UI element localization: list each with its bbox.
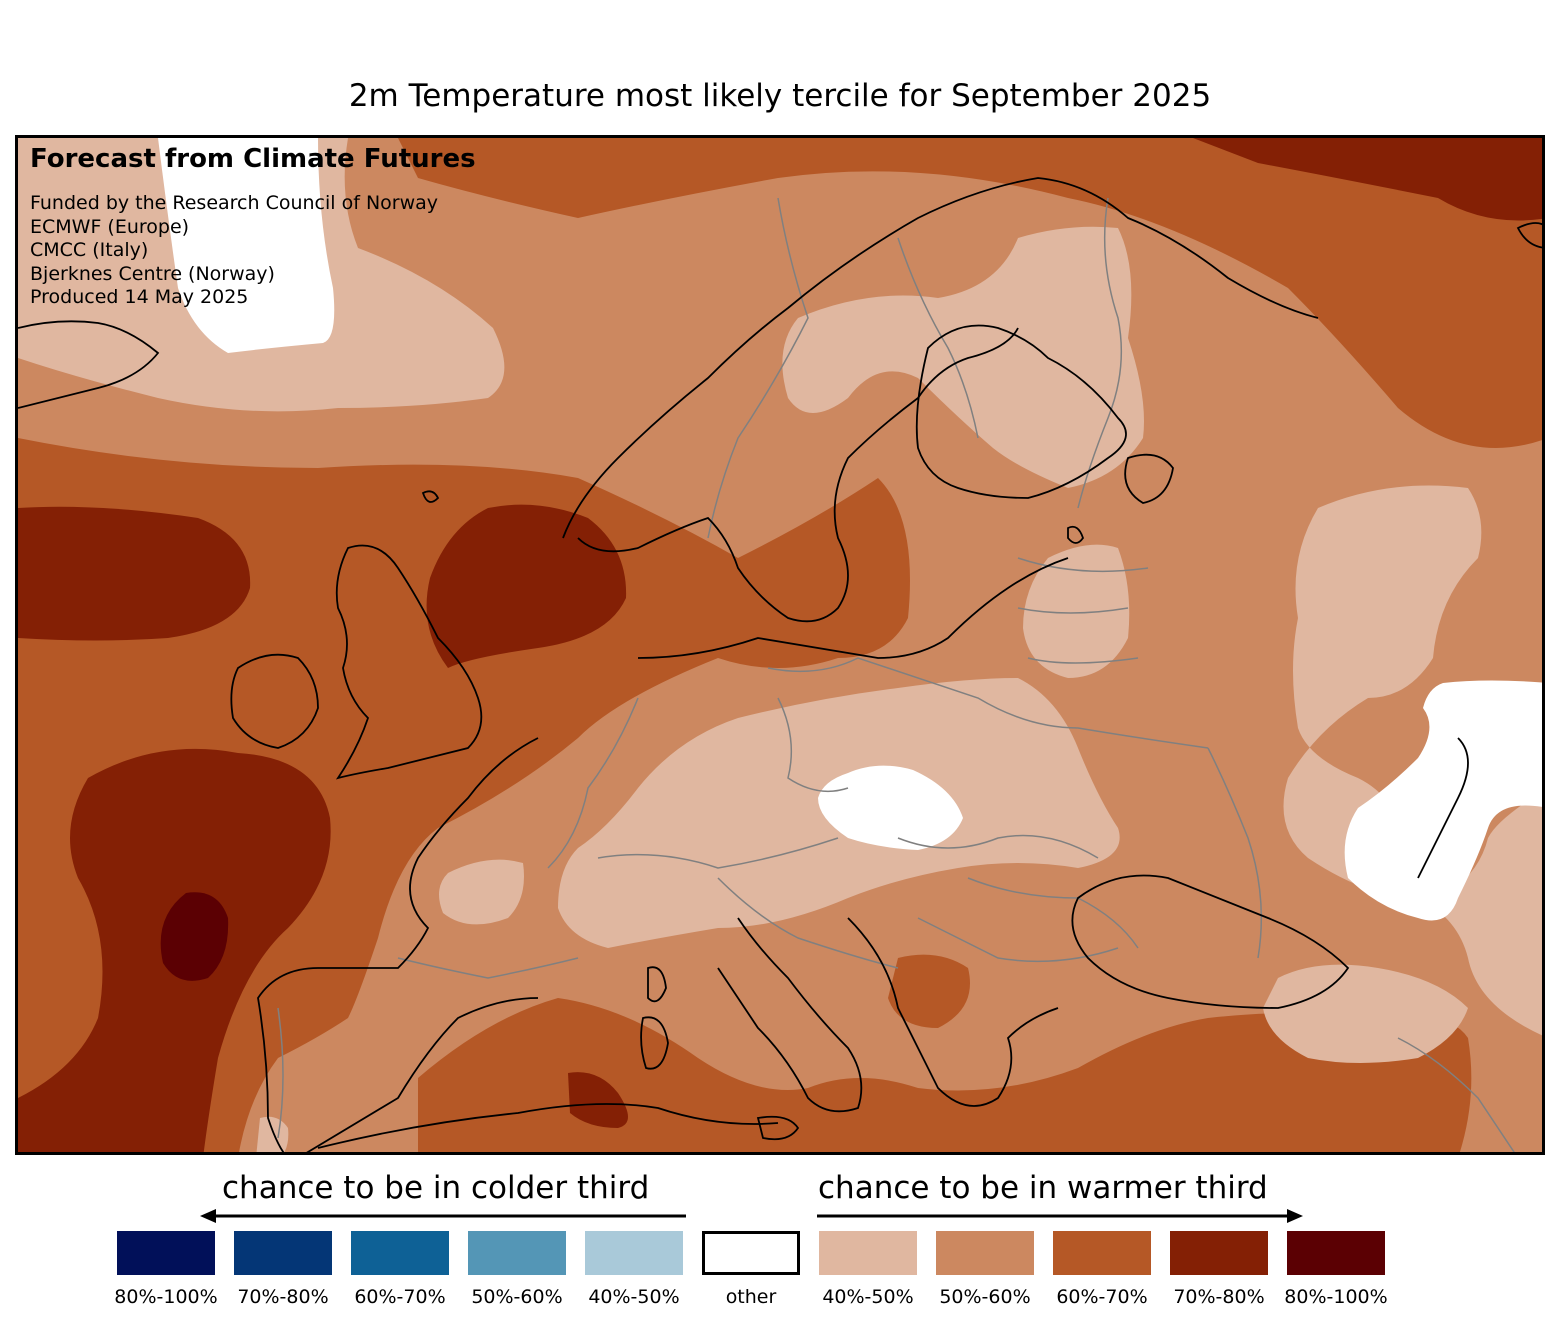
region-warm-40-blacksea-east xyxy=(1263,964,1468,1063)
legend-label: 80%-100% xyxy=(1284,1286,1388,1308)
region-warm-70-northeast xyxy=(1193,138,1542,221)
legend-warmer-label: chance to be in warmer third xyxy=(818,1170,1268,1206)
legend-label: 70%-80% xyxy=(1173,1286,1265,1308)
credits-heading: Forecast from Climate Futures xyxy=(30,144,476,174)
credits-line: ECMWF (Europe) xyxy=(30,215,190,238)
legend-swatch-warmer-40 xyxy=(819,1231,917,1275)
legend-swatch-warmer-60 xyxy=(1053,1231,1151,1275)
legend-swatch-warmer-70 xyxy=(1170,1231,1268,1275)
legend-colder-label: chance to be in colder third xyxy=(222,1170,650,1206)
legend-label: 70%-80% xyxy=(237,1286,329,1308)
region-warm-80-atlantic xyxy=(160,892,229,981)
region-warm-60-balkan xyxy=(888,954,970,1028)
credits-line: Bjerknes Centre (Norway) xyxy=(30,262,275,285)
legend-swatch-other xyxy=(702,1231,800,1275)
warmer-arrow-icon xyxy=(817,1209,1303,1223)
legend-swatch-colder-80 xyxy=(117,1231,215,1275)
credits-line: CMCC (Italy) xyxy=(30,239,149,261)
legend-swatch-colder-60 xyxy=(351,1231,449,1275)
legend-label: 40%-50% xyxy=(822,1286,914,1308)
credits-line: Produced 14 May 2025 xyxy=(30,286,249,308)
region-warm-70-sardinia xyxy=(568,1072,628,1128)
region-other-greenland xyxy=(158,138,335,353)
legend-label: 40%-50% xyxy=(588,1286,680,1308)
tercile-map-canvas xyxy=(18,138,1542,1152)
legend-label: 60%-70% xyxy=(354,1286,446,1308)
region-other-czechia xyxy=(818,765,963,850)
credits-line: Funded by the Research Council of Norway xyxy=(30,192,439,214)
coastlines xyxy=(18,177,1542,1152)
colder-arrow-icon xyxy=(200,1209,686,1223)
legend-label: 60%-70% xyxy=(1056,1286,1148,1308)
region-warm-60-north xyxy=(398,138,1542,448)
region-warm-70-west xyxy=(18,506,251,641)
region-warm-40-france xyxy=(439,859,524,925)
credits-block: Forecast from Climate Futures Funded by … xyxy=(30,144,476,310)
region-warm-70-northsea xyxy=(426,504,627,668)
legend-label: 50%-60% xyxy=(939,1286,1031,1308)
region-other-caspian xyxy=(1344,680,1542,921)
forecast-map: Forecast from Climate Futures Funded by … xyxy=(15,135,1545,1155)
legend-label: 50%-60% xyxy=(471,1286,563,1308)
legend-label: other xyxy=(725,1286,777,1308)
legend-swatch-warmer-50 xyxy=(936,1231,1034,1275)
legend-swatch-colder-70 xyxy=(234,1231,332,1275)
region-warm-40-east xyxy=(1283,485,1542,1036)
map-title: 2m Temperature most likely tercile for S… xyxy=(348,78,1212,114)
legend-swatch-colder-50 xyxy=(468,1231,566,1275)
region-warm-40-fennoscandia xyxy=(782,226,1144,488)
country-borders xyxy=(277,197,1515,1152)
region-warm-40-baltic xyxy=(1023,544,1130,678)
legend-swatch-colder-40 xyxy=(585,1231,683,1275)
legend-swatch-warmer-80 xyxy=(1287,1231,1385,1275)
legend-label: 80%-100% xyxy=(114,1286,218,1308)
region-warm-60-mediterranean xyxy=(418,998,1472,1152)
